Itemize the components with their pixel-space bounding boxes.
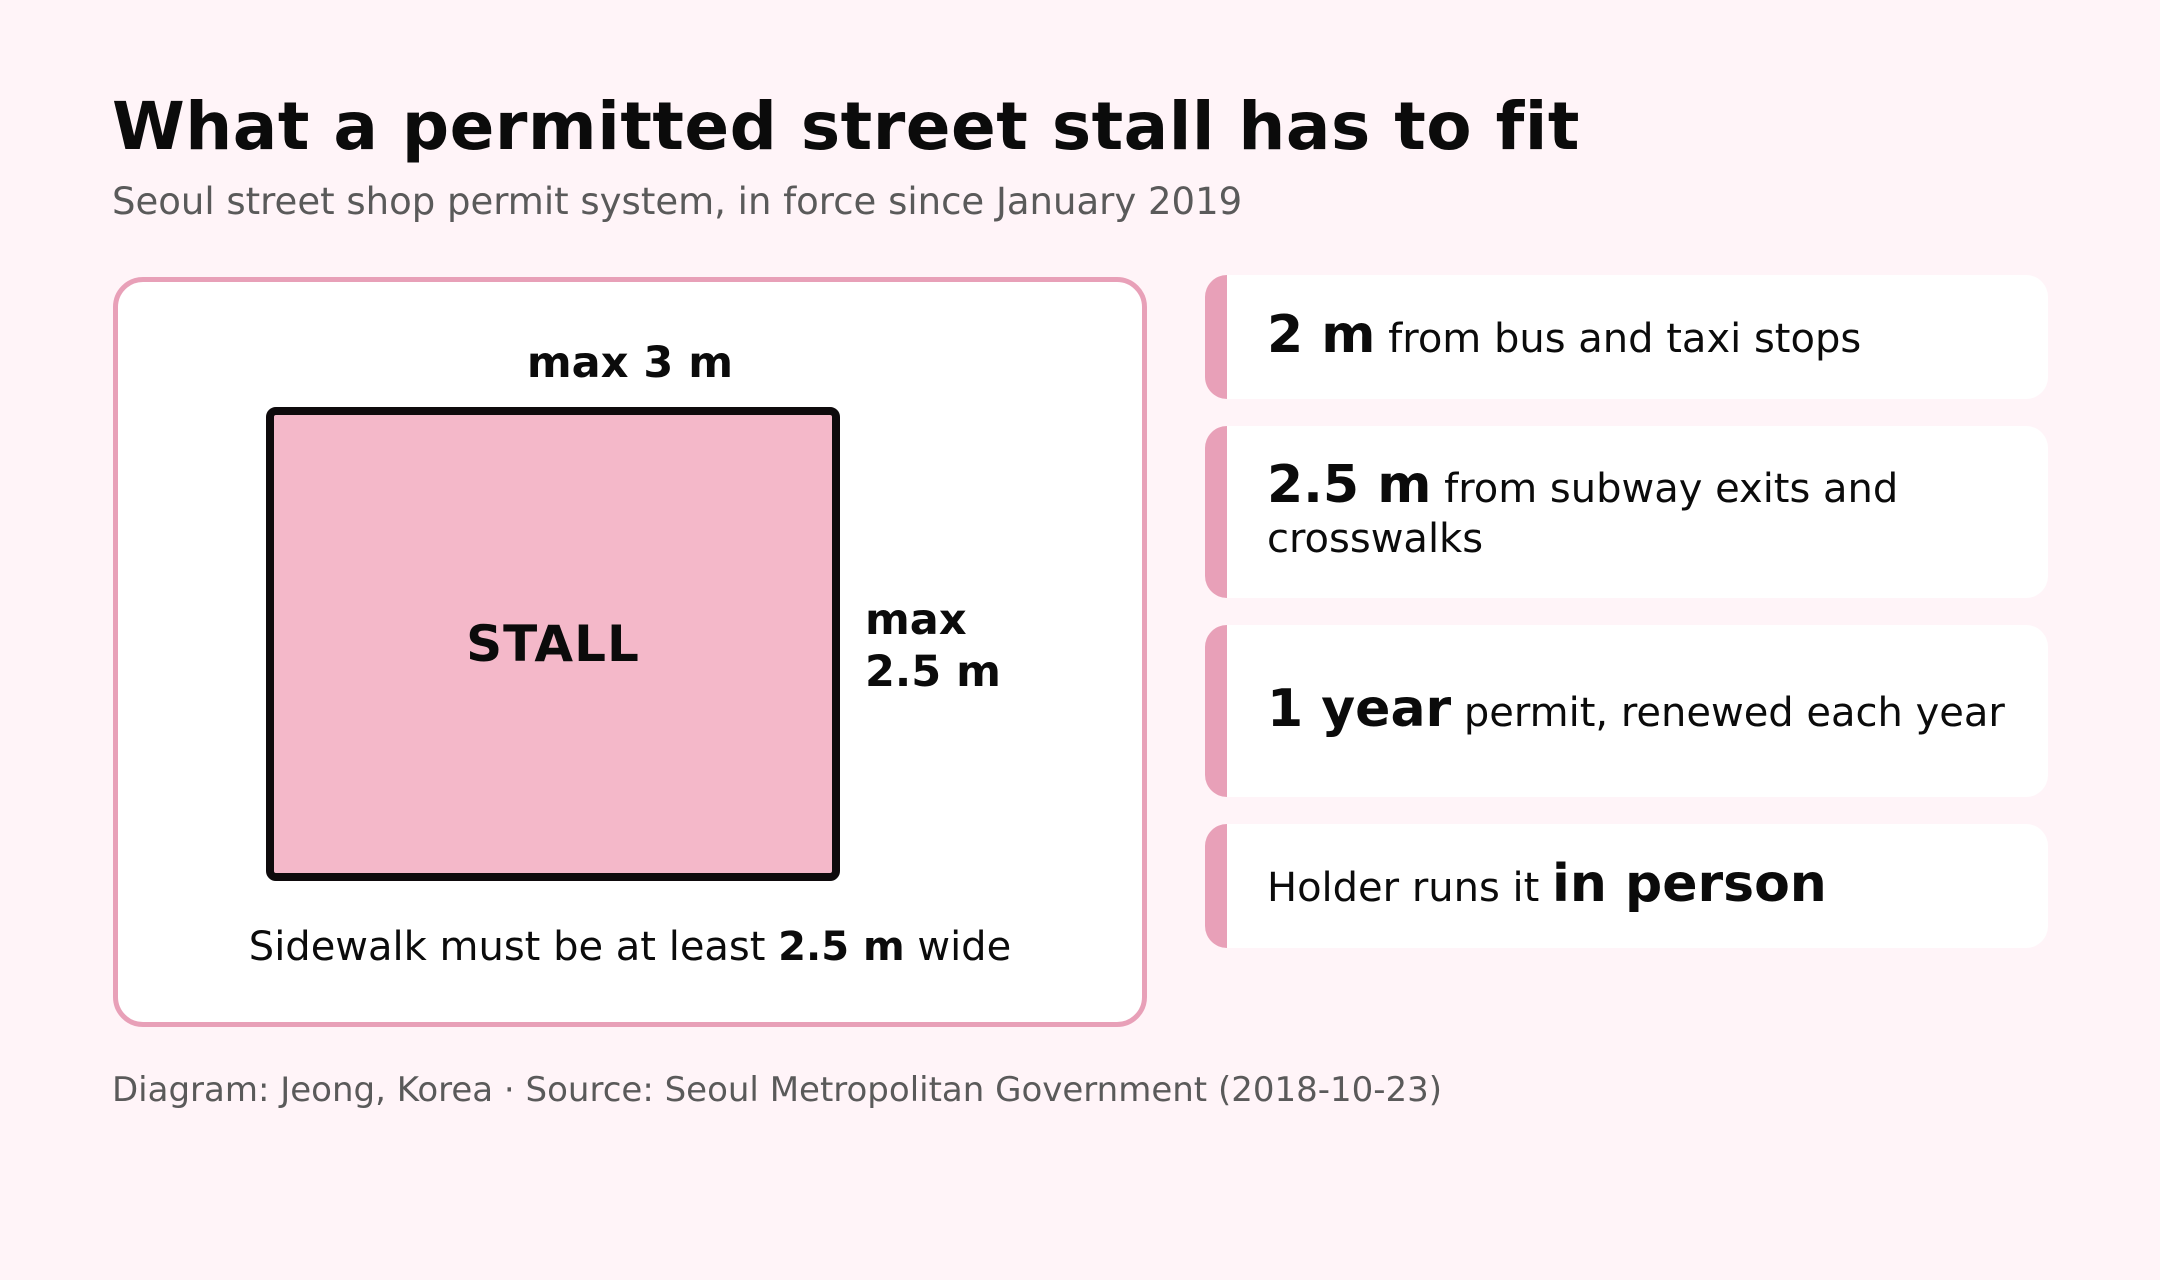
rule-highlight: 1 year: [1267, 679, 1452, 739]
sidewalk-note-value: 2.5 m: [778, 924, 905, 970]
page-subtitle: Seoul street shop permit system, in forc…: [112, 180, 1243, 223]
rule-detail: from subway exits and crosswalks: [1267, 466, 1899, 562]
rule-accent-bar: [1205, 426, 1227, 598]
stall-depth-label-line1: max: [865, 595, 967, 645]
stall-depth-label-line2: 2.5 m: [865, 647, 1001, 697]
rule-text: 2.5 m from subway exits and crosswalks: [1267, 459, 2008, 564]
stall-depth-label: max 2.5 m: [865, 594, 1025, 698]
rule-accent-bar: [1205, 625, 1227, 797]
rule-accent-bar: [1205, 275, 1227, 399]
rule-detail: from bus and taxi stops: [1375, 316, 1862, 362]
stall-box: STALL: [266, 407, 840, 881]
rule-card-subway-exits: 2.5 m from subway exits and crosswalks: [1205, 426, 2048, 598]
rule-highlight: 2 m: [1267, 305, 1376, 365]
stall-label: STALL: [466, 615, 640, 673]
rule-detail: permit, renewed each year: [1451, 690, 2005, 736]
rule-highlight: 2.5 m: [1267, 455, 1432, 515]
sidewalk-note: Sidewalk must be at least 2.5 m wide: [118, 924, 1142, 970]
rule-card-permit-term: 1 year permit, renewed each year: [1205, 625, 2048, 797]
rules-list: 2 m from bus and taxi stops 2.5 m from s…: [1205, 275, 2048, 975]
stall-width-label: max 3 m: [526, 338, 734, 388]
rule-prefix: Holder runs it: [1267, 865, 1553, 911]
rule-text: Holder runs it in person: [1267, 858, 1827, 913]
source-footer: Diagram: Jeong, Korea · Source: Seoul Me…: [112, 1070, 1443, 1110]
sidewalk-note-before: Sidewalk must be at least: [248, 924, 779, 970]
rule-text: 2 m from bus and taxi stops: [1267, 309, 1862, 364]
page-title: What a permitted street stall has to fit: [112, 88, 1580, 165]
stall-diagram-panel: max 3 m STALL max 2.5 m Sidewalk must be…: [113, 277, 1147, 1027]
rule-text: 1 year permit, renewed each year: [1267, 683, 2005, 738]
rule-card-bus-stops: 2 m from bus and taxi stops: [1205, 275, 2048, 399]
rule-accent-bar: [1205, 824, 1227, 948]
sidewalk-note-after: wide: [904, 924, 1012, 970]
rule-card-in-person: Holder runs it in person: [1205, 824, 2048, 948]
rule-highlight: in person: [1552, 854, 1827, 914]
